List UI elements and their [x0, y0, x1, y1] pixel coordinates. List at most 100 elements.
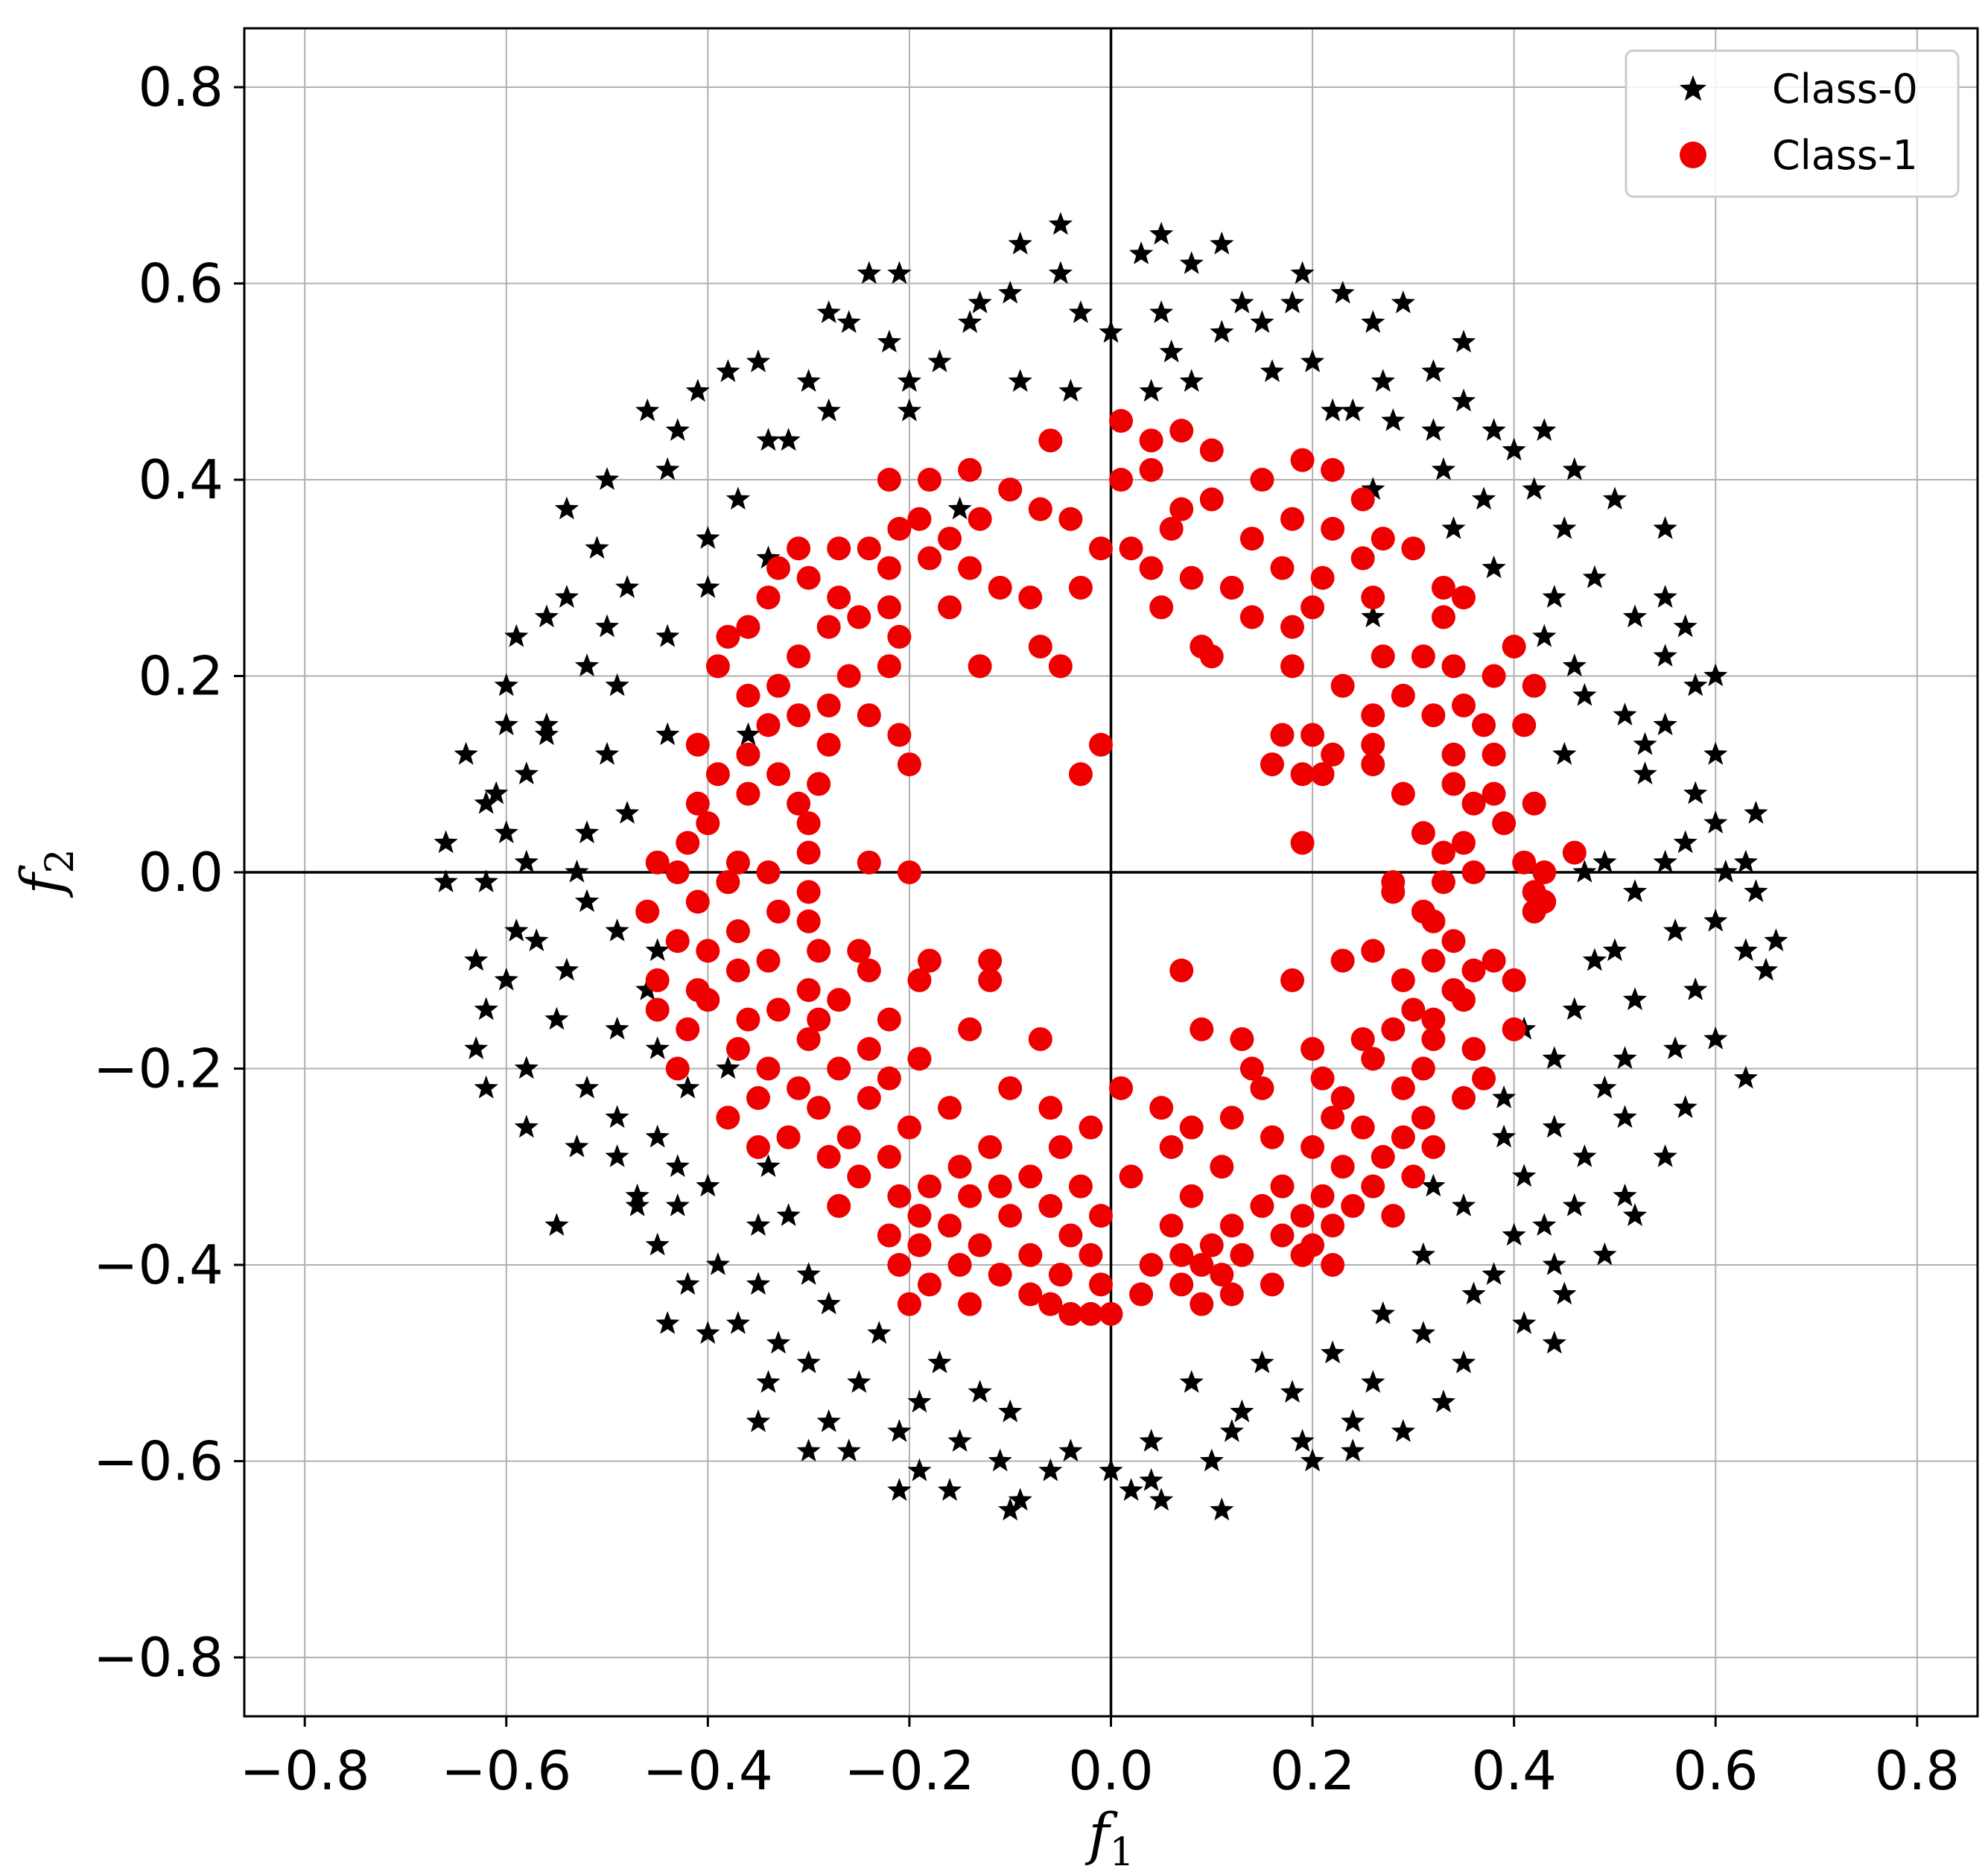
class-0-point [1341, 1409, 1365, 1432]
class-1-point [1190, 1292, 1214, 1316]
class-1-point [736, 742, 760, 767]
class-1-point [645, 850, 670, 875]
class-0-point [1250, 1350, 1274, 1374]
class-0-point [1622, 604, 1648, 628]
class-0-point [565, 1134, 589, 1158]
class-1-point [1361, 939, 1385, 963]
class-1-point [1028, 497, 1052, 521]
class-0-point [696, 1173, 720, 1197]
class-1-point [1139, 556, 1163, 580]
class-1-point [1068, 1174, 1093, 1199]
class-0-point [1633, 732, 1657, 755]
class-1-point [1391, 683, 1415, 708]
class-0-point [836, 310, 861, 333]
data-points [434, 212, 1788, 1521]
class-1-point [1401, 997, 1426, 1022]
class-1-point [1270, 556, 1295, 580]
class-1-point [1452, 988, 1476, 1012]
class-1-point [947, 1252, 972, 1277]
class-0-point [1713, 860, 1738, 883]
class-0-point [534, 604, 559, 628]
class-1-point [645, 968, 670, 992]
class-0-point [494, 712, 518, 736]
class-1-point [816, 615, 841, 639]
class-1-point [766, 556, 791, 580]
class-0-point [594, 614, 620, 638]
class-0-point [1139, 1468, 1163, 1491]
class-1-point [857, 850, 881, 875]
class-1-point [1502, 968, 1526, 992]
class-1-point [746, 1135, 770, 1159]
class-1-point [756, 713, 781, 737]
y-tick-label: −0.4 [93, 1234, 223, 1296]
class-0-point [1099, 320, 1123, 343]
class-1-point [1038, 428, 1063, 453]
class-0-point [454, 741, 478, 765]
class-0-point [847, 1370, 871, 1393]
class-0-point [514, 1056, 539, 1079]
class-0-point [796, 1262, 821, 1285]
class-0-point [887, 1478, 912, 1501]
class-1-point [796, 565, 821, 590]
class-1-point [847, 939, 871, 963]
class-1-point [1512, 850, 1537, 875]
class-0-point [1552, 515, 1577, 539]
class-1-point [1321, 1213, 1345, 1238]
class-1-point [1250, 1193, 1274, 1218]
class-1-point [1301, 1037, 1325, 1062]
class-1-point [998, 477, 1023, 502]
class-0-point [645, 1036, 670, 1059]
class-0-point [1421, 359, 1446, 382]
class-0-point [1592, 1075, 1617, 1099]
class-1-point [766, 762, 791, 787]
class-1-point [857, 958, 881, 983]
class-1-point [1230, 1243, 1254, 1267]
class-1-point [938, 595, 962, 620]
class-0-point [746, 1409, 771, 1432]
class-0-point [434, 830, 458, 854]
y-tick-label: −0.6 [93, 1430, 223, 1492]
class-0-point [655, 457, 680, 480]
class-0-point [605, 918, 629, 942]
class-0-point [998, 1497, 1023, 1521]
class-0-point [1653, 644, 1677, 667]
legend-label-class-1: Class-1 [1772, 132, 1918, 179]
class-0-point [816, 398, 841, 422]
class-0-point [1290, 261, 1315, 285]
class-1-point [1512, 713, 1537, 737]
class-0-point [1572, 1144, 1597, 1167]
class-0-point [968, 1380, 992, 1403]
class-0-point [1482, 1262, 1506, 1285]
class-0-point [907, 1389, 932, 1413]
class-1-point [907, 1047, 932, 1071]
class-1-point [1452, 694, 1476, 718]
class-1-point [1058, 507, 1083, 531]
class-1-point [756, 948, 781, 973]
class-0-point [1562, 653, 1587, 677]
class-0-point [1139, 378, 1163, 402]
class-1-point [1018, 1282, 1043, 1307]
class-0-point [1764, 928, 1788, 951]
class-0-point [1149, 221, 1174, 245]
class-0-point [998, 280, 1023, 304]
class-0-point [1361, 310, 1385, 333]
class-0-point [494, 673, 518, 697]
class-0-point [877, 329, 901, 353]
class-1-point [1350, 1115, 1375, 1140]
class-1-point [1239, 527, 1264, 551]
class-1-point [1190, 1017, 1214, 1041]
class-0-point [696, 526, 720, 549]
class-1-point [685, 791, 710, 816]
class-0-point [1341, 1438, 1365, 1462]
class-0-point [1431, 1389, 1456, 1413]
class-1-point [1391, 968, 1415, 992]
class-0-point [605, 1105, 629, 1129]
class-1-point [1018, 1164, 1043, 1189]
class-0-point [1552, 741, 1577, 765]
class-0-point [534, 722, 559, 746]
class-0-point [968, 290, 992, 314]
x-axis-label-subscript: 1 [1110, 1830, 1134, 1872]
class-0-point [1744, 879, 1768, 903]
class-0-point [887, 261, 912, 285]
class-1-point [1139, 1252, 1163, 1277]
